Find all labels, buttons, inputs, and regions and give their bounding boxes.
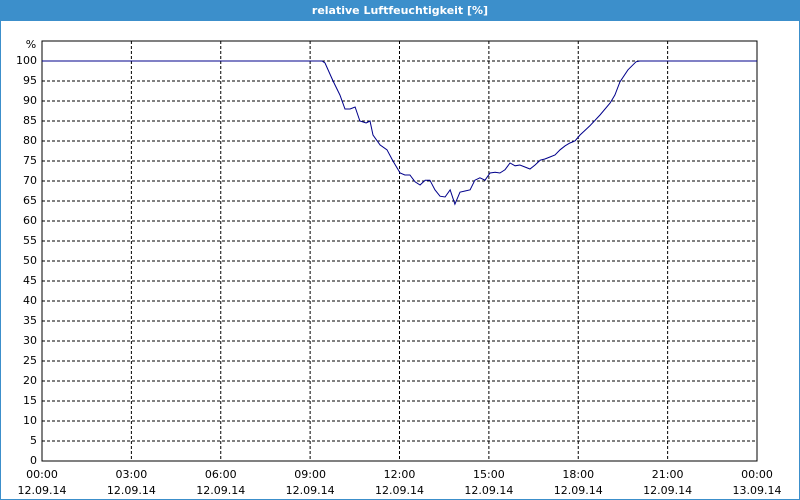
x-tick-date: 13.09.14 bbox=[733, 484, 782, 497]
y-tick-label: 25 bbox=[23, 354, 37, 367]
x-tick-label: 00:00 bbox=[26, 468, 58, 481]
y-tick-label: 20 bbox=[23, 374, 37, 387]
chart-title: relative Luftfeuchtigkeit [%] bbox=[312, 4, 488, 17]
y-tick-label: 5 bbox=[30, 434, 37, 447]
title-bar bbox=[0, 0, 800, 21]
y-unit-label: % bbox=[26, 38, 36, 51]
y-tick-label: 0 bbox=[30, 454, 37, 467]
y-tick-label: 100 bbox=[16, 54, 37, 67]
y-tick-label: 75 bbox=[23, 154, 37, 167]
x-tick-date: 12.09.14 bbox=[554, 484, 603, 497]
x-tick-label: 06:00 bbox=[205, 468, 237, 481]
y-tick-label: 40 bbox=[23, 294, 37, 307]
x-tick-label: 09:00 bbox=[294, 468, 326, 481]
y-tick-label: 70 bbox=[23, 174, 37, 187]
y-tick-label: 30 bbox=[23, 334, 37, 347]
x-tick-date: 12.09.14 bbox=[464, 484, 513, 497]
x-tick-label: 15:00 bbox=[473, 468, 505, 481]
x-tick-date: 12.09.14 bbox=[196, 484, 245, 497]
x-tick-label: 18:00 bbox=[562, 468, 594, 481]
x-tick-date: 12.09.14 bbox=[643, 484, 692, 497]
y-tick-label: 85 bbox=[23, 114, 37, 127]
data-line bbox=[42, 60, 757, 206]
y-tick-label: 50 bbox=[23, 254, 37, 267]
y-tick-label: 55 bbox=[23, 234, 37, 247]
y-tick-label: 45 bbox=[23, 274, 37, 287]
x-tick-label: 12:00 bbox=[384, 468, 416, 481]
y-tick-label: 80 bbox=[23, 134, 37, 147]
x-tick-date: 12.09.14 bbox=[18, 484, 67, 497]
y-tick-label: 65 bbox=[23, 194, 37, 207]
y-tick-label: 15 bbox=[23, 394, 37, 407]
x-tick-label: 03:00 bbox=[116, 468, 148, 481]
y-tick-label: 60 bbox=[23, 214, 37, 227]
x-tick-label: 21:00 bbox=[652, 468, 684, 481]
x-tick-date: 12.09.14 bbox=[375, 484, 424, 497]
x-tick-date: 12.09.14 bbox=[286, 484, 335, 497]
x-tick-label: 00:00 bbox=[741, 468, 773, 481]
y-tick-label: 90 bbox=[23, 94, 37, 107]
y-tick-label: 35 bbox=[23, 314, 37, 327]
y-tick-label: 10 bbox=[23, 414, 37, 427]
y-tick-label: 95 bbox=[23, 74, 37, 87]
x-tick-date: 12.09.14 bbox=[107, 484, 156, 497]
